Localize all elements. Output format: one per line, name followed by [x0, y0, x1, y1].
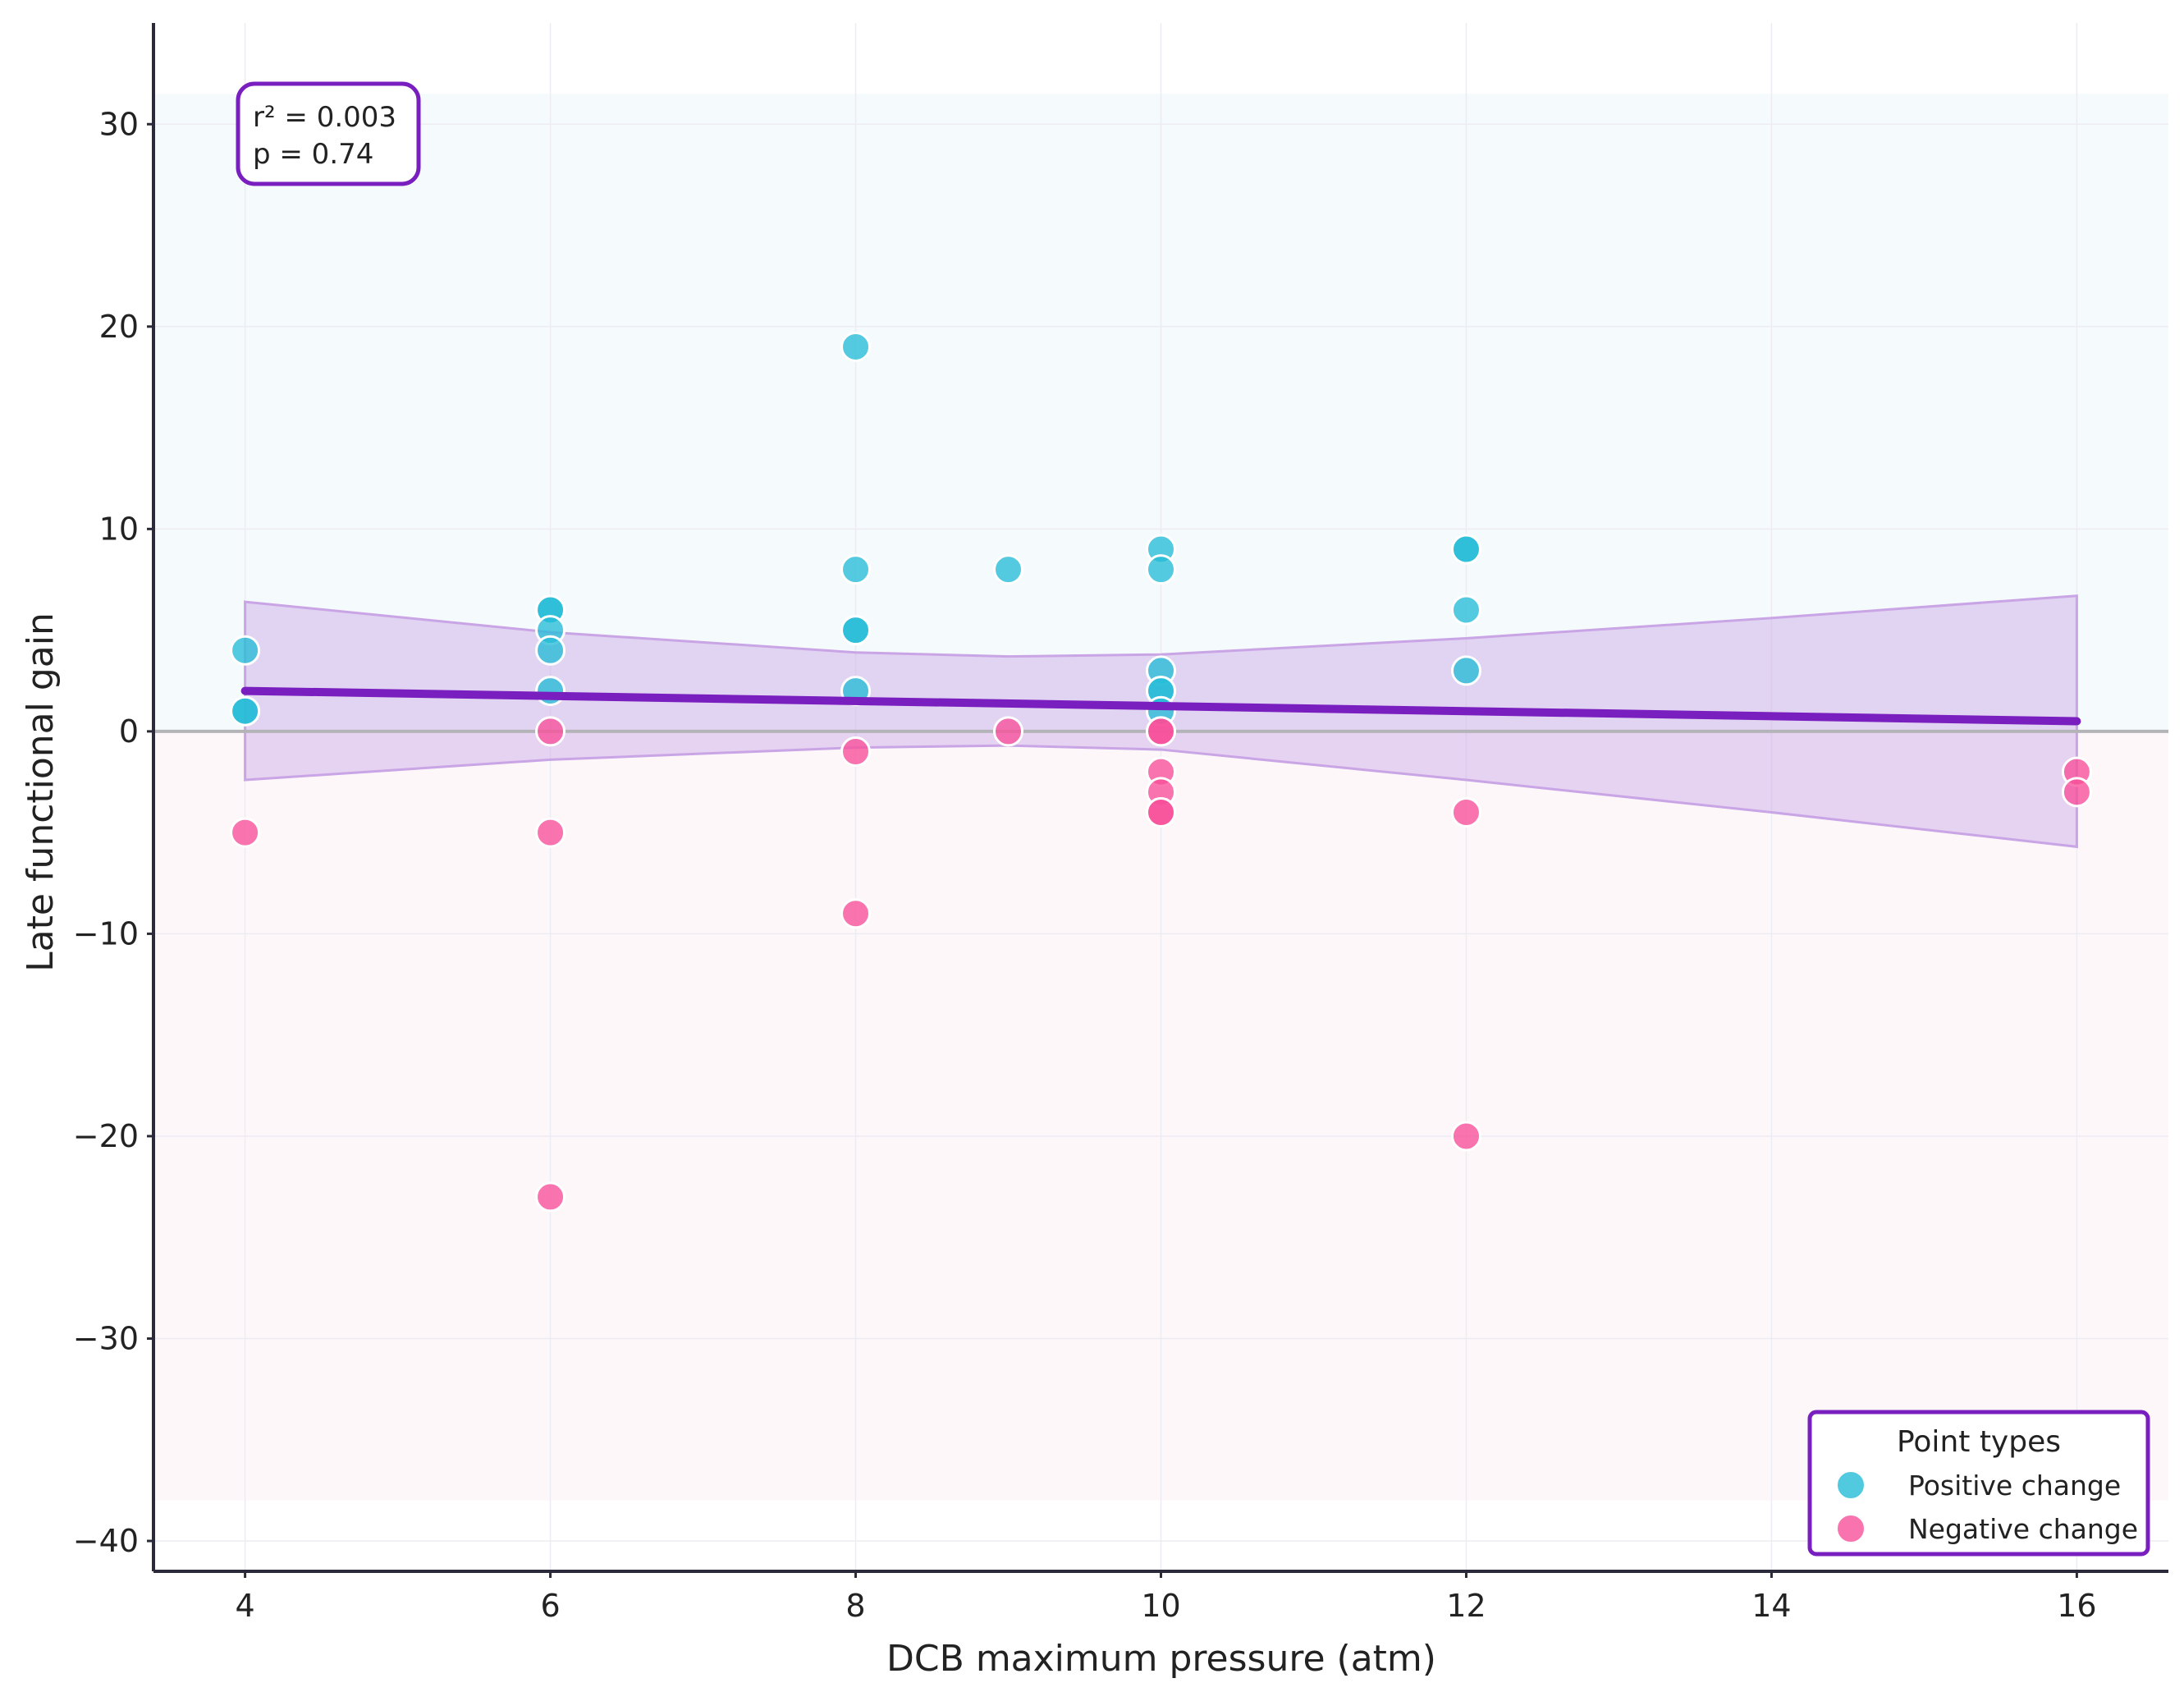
point-negative-change — [1146, 716, 1176, 747]
point-positive-change — [1450, 655, 1481, 686]
point-negative-change — [840, 898, 872, 929]
point-negative-change — [535, 1181, 566, 1213]
y-tick-label: 0 — [119, 713, 139, 750]
x-tick-label: 4 — [235, 1588, 254, 1624]
point-positive-change — [1146, 554, 1176, 585]
y-tick-labels: −40 −30 −20 −10 0 10 20 30 — [73, 106, 153, 1559]
point-positive-change — [840, 331, 872, 362]
point-positive-change — [230, 695, 261, 727]
point-negative-change — [1146, 796, 1176, 828]
x-tick-label: 8 — [845, 1588, 865, 1624]
legend-marker-positive — [1836, 1470, 1866, 1500]
point-negative-change — [535, 817, 566, 848]
point-positive-change — [535, 676, 566, 707]
x-tick-label: 10 — [1141, 1588, 1180, 1624]
point-positive-change — [1450, 534, 1481, 565]
x-tick-label: 16 — [2057, 1588, 2096, 1624]
y-tick-label: 30 — [99, 106, 139, 142]
stats-annotation: r² = 0.003 p = 0.74 — [236, 81, 421, 186]
stats-r-squared: r² = 0.003 — [253, 101, 396, 134]
y-tick-label: −40 — [73, 1523, 139, 1559]
point-positive-change — [840, 554, 872, 585]
point-positive-change — [535, 635, 566, 666]
stats-annotation-box — [236, 81, 421, 186]
y-tick-label: −20 — [73, 1118, 139, 1154]
x-tick-label: 12 — [1446, 1588, 1486, 1624]
y-tick-label: −10 — [73, 915, 139, 951]
x-axis-label: DCB maximum pressure (atm) — [886, 1638, 1436, 1680]
x-tick-label: 14 — [1751, 1588, 1791, 1624]
point-negative-change — [1450, 796, 1481, 828]
legend-box — [1807, 1410, 2150, 1557]
y-tick-label: 20 — [99, 309, 139, 345]
legend: Point types Positive change Negative cha… — [1807, 1410, 2150, 1557]
y-tick-label: 10 — [99, 511, 139, 547]
stats-p-value: p = 0.74 — [253, 138, 373, 171]
point-positive-change — [1450, 594, 1481, 626]
legend-title: Point types — [1897, 1425, 2061, 1459]
y-axis-label: Late functional gain — [20, 612, 62, 972]
point-positive-change — [840, 615, 872, 646]
y-tick-label: −30 — [73, 1320, 139, 1356]
point-positive-change — [993, 554, 1024, 585]
regression-line — [240, 686, 2081, 726]
point-negative-change — [230, 817, 261, 848]
point-negative-change — [993, 716, 1024, 747]
legend-label-negative: Negative change — [1908, 1513, 2138, 1545]
x-tick-labels: 4 6 8 10 12 14 16 — [235, 1571, 2097, 1624]
legend-marker-negative — [1836, 1514, 1866, 1543]
point-negative-change — [2061, 777, 2092, 808]
legend-label-positive: Positive change — [1908, 1470, 2121, 1502]
point-negative-change — [1450, 1121, 1481, 1152]
point-positive-change — [230, 635, 261, 666]
point-negative-change — [840, 736, 872, 768]
data-points — [230, 331, 2092, 1213]
point-negative-change — [535, 716, 566, 747]
x-tick-label: 6 — [540, 1588, 560, 1624]
